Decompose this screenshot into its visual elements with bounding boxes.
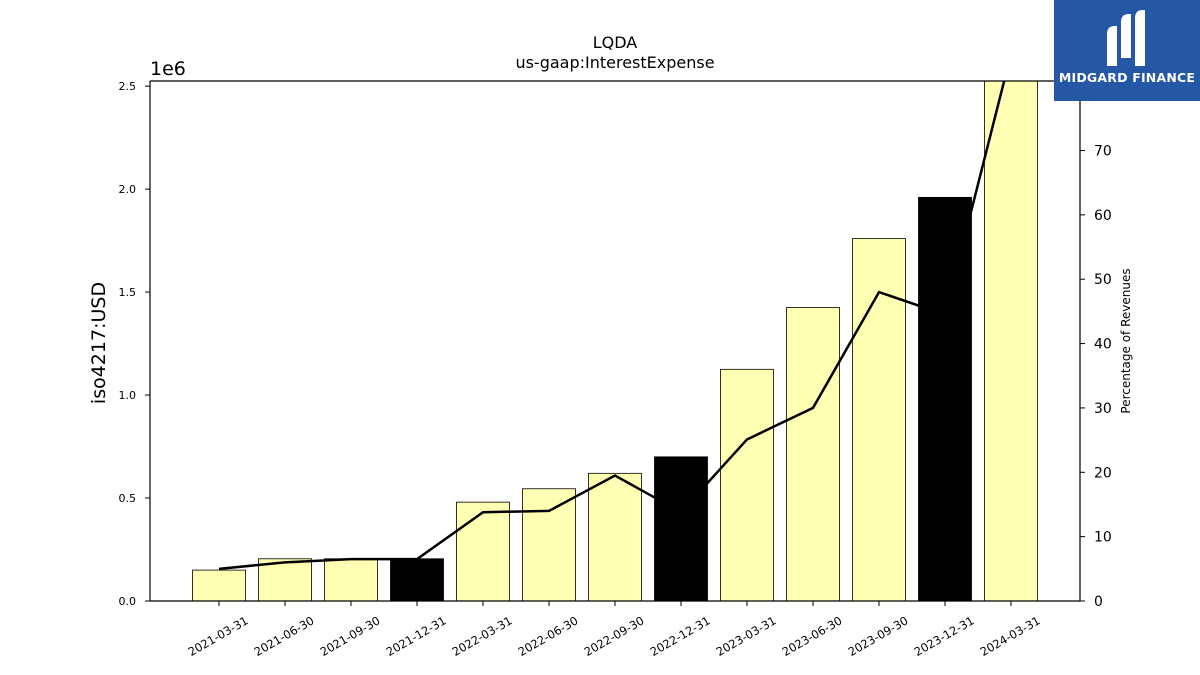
y2-tick-label: 70 (1094, 144, 1112, 160)
logo-mark-icon (1107, 10, 1145, 66)
y2-axis-label: Percentage of Revenues (1119, 268, 1133, 413)
x-tick-label: 2023-03-31 (714, 613, 779, 659)
bar (456, 501, 510, 602)
y2-tick-label: 40 (1094, 337, 1112, 353)
x-tick-label: 2024-03-31 (978, 613, 1043, 659)
x-tick-label: 2023-12-31 (912, 613, 977, 659)
x-tick-label: 2021-12-31 (384, 613, 449, 659)
x-tick-label: 2021-09-30 (318, 613, 383, 659)
logo-text: MIDGARD FINANCE (1058, 70, 1196, 85)
bar (588, 472, 642, 602)
x-tick-label: 2022-12-31 (648, 613, 713, 659)
bar (654, 456, 708, 602)
logo: MIDGARD FINANCE (1054, 0, 1200, 101)
y-offset-label: 1e6 (150, 58, 186, 80)
bar (984, 80, 1038, 602)
y-tick-label: 1.5 (119, 286, 137, 299)
x-tick-label: 2023-06-30 (780, 613, 845, 659)
x-tick-label: 2023-09-30 (846, 613, 911, 659)
bar (390, 558, 444, 602)
y2-tick-label: 60 (1094, 208, 1112, 224)
y-tick-label: 2.0 (119, 183, 137, 196)
y-tick-label: 2.5 (119, 80, 137, 93)
line-group (218, 81, 1006, 571)
bar (522, 488, 576, 602)
y2-tick-label: 10 (1094, 530, 1112, 546)
y-tick-label: 1.0 (119, 389, 137, 402)
y2-tick-label: 0 (1094, 594, 1103, 610)
x-tick-label: 2022-09-30 (582, 613, 647, 659)
chart-title: LQDA (593, 33, 638, 52)
bar (720, 368, 774, 602)
y2-tick-label: 50 (1094, 272, 1112, 288)
y2-tick-label: 30 (1094, 401, 1112, 417)
bar (786, 307, 840, 602)
y2-tick-label: 20 (1094, 465, 1112, 481)
x-tick-label: 2022-06-30 (516, 613, 581, 659)
bar (324, 558, 378, 602)
x-tick-label: 2021-06-30 (252, 613, 317, 659)
bar (918, 196, 972, 602)
percentage-line (218, 81, 1006, 571)
x-tick-label: 2022-03-31 (450, 613, 515, 659)
bar (192, 569, 246, 602)
bar (258, 558, 312, 602)
y-axis-label: iso4217:USD (88, 282, 110, 404)
x-tick-label: 2021-03-31 (186, 613, 251, 659)
chart-subtitle: us-gaap:InterestExpense (515, 53, 714, 72)
y-tick-label: 0.0 (119, 595, 137, 608)
bars-group (192, 80, 1038, 602)
y-tick-label: 0.5 (119, 492, 137, 505)
